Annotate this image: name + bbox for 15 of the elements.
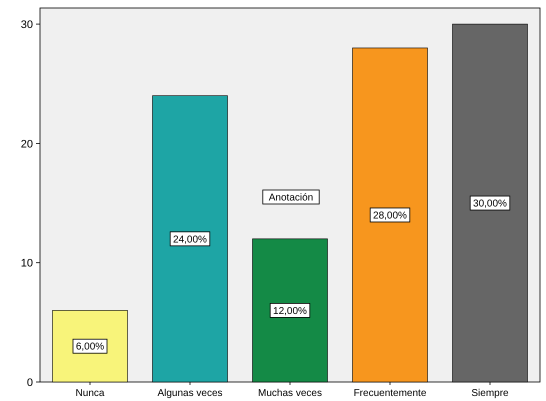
- y-tick-label: 10: [20, 258, 33, 270]
- x-tick-label: Algunas veces: [157, 388, 223, 399]
- y-tick-label: 20: [20, 138, 33, 150]
- data-label: 24,00%: [173, 234, 208, 246]
- y-tick-label: 30: [20, 19, 33, 32]
- y-tick-label: 0: [26, 377, 33, 389]
- x-tick-label: Frecuentemente: [354, 388, 427, 399]
- data-label: 28,00%: [373, 210, 408, 222]
- x-tick-label: Muchas veces: [258, 388, 322, 399]
- x-tick-label: Nunca: [76, 388, 105, 399]
- data-label: 6,00%: [76, 342, 104, 353]
- data-label: 30,00%: [473, 198, 508, 210]
- data-label: 12,00%: [273, 306, 308, 317]
- x-tick-label: Siempre: [471, 388, 510, 399]
- annotation: Anotación: [268, 192, 314, 204]
